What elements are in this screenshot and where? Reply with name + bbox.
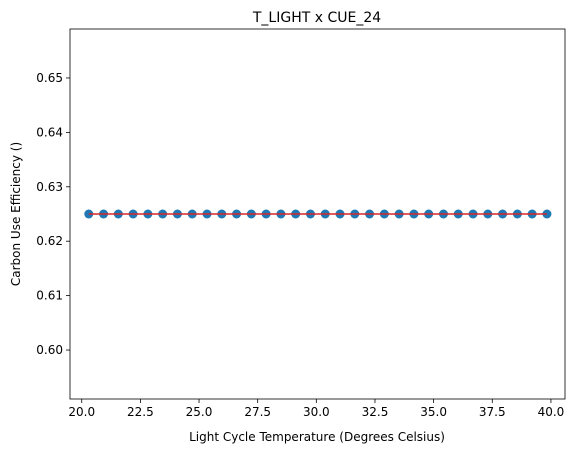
y-tick-label: 0.64	[36, 125, 63, 139]
x-tick-label: 37.5	[479, 405, 506, 419]
x-axis-label: Light Cycle Temperature (Degrees Celsius…	[189, 430, 445, 444]
x-tick-label: 20.0	[68, 405, 95, 419]
x-tick-label: 35.0	[420, 405, 447, 419]
y-tick-label: 0.61	[36, 289, 63, 303]
y-tick-label: 0.63	[36, 180, 63, 194]
x-tick-label: 25.0	[186, 405, 213, 419]
chart-title: T_LIGHT x CUE_24	[252, 10, 381, 26]
y-tick-label: 0.60	[36, 343, 63, 357]
x-tick-label: 27.5	[244, 405, 271, 419]
x-tick-label: 30.0	[303, 405, 330, 419]
x-tick-label: 40.0	[538, 405, 565, 419]
y-axis-label: Carbon Use Efficiency ()	[9, 142, 23, 286]
x-tick-label: 22.5	[127, 405, 154, 419]
y-tick-label: 0.62	[36, 234, 63, 248]
y-tick-label: 0.65	[36, 71, 63, 85]
plot-frame	[69, 28, 566, 400]
y-axis-ticks: 0.60 0.61 0.62 0.63 0.64 0.65	[36, 71, 70, 357]
x-tick-label: 32.5	[362, 405, 389, 419]
x-axis-ticks: 20.0 22.5 25.0 27.5 30.0 32.5 35.0 37.5 40.0	[68, 399, 564, 419]
plot-area	[84, 209, 552, 219]
